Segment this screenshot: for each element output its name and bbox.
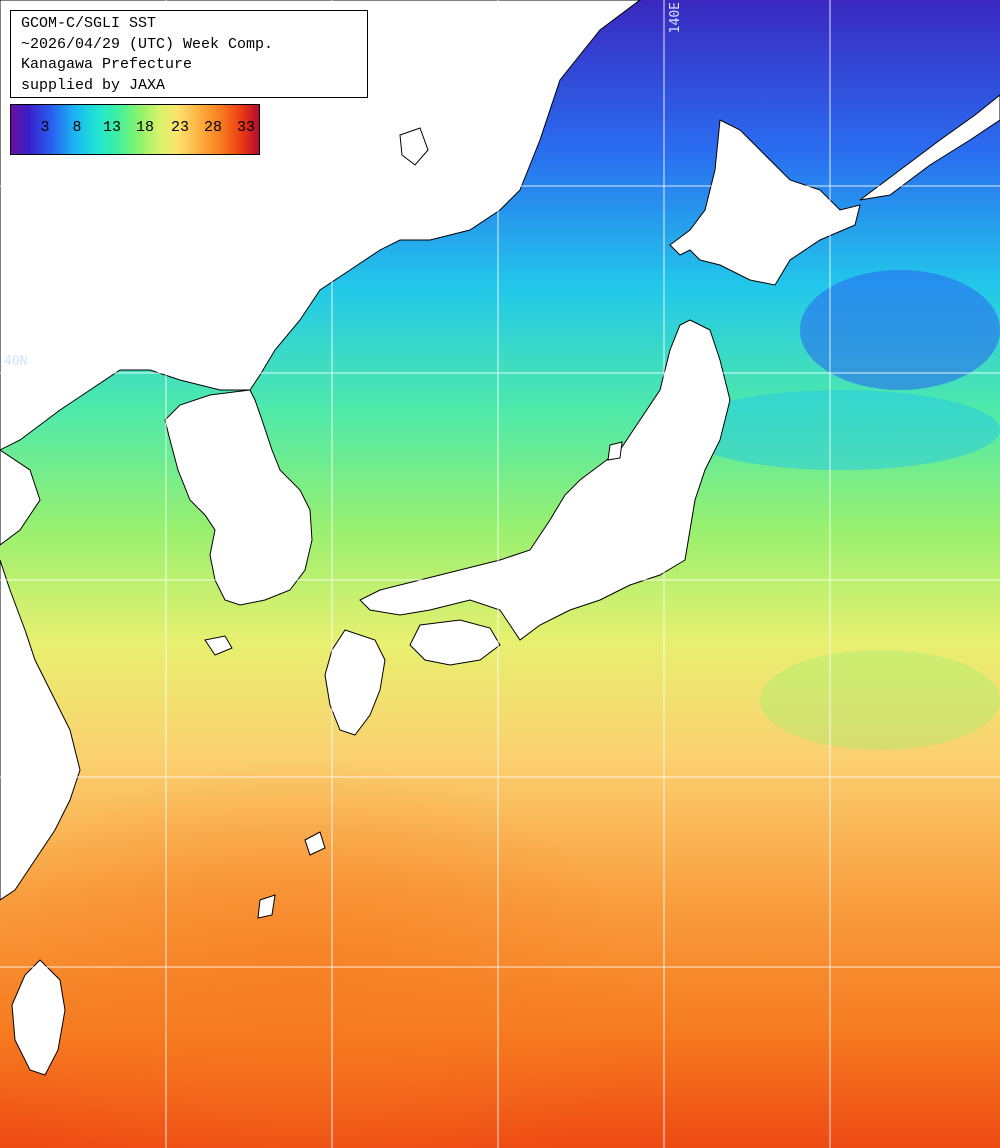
colorbar-tick-3: 3 [40,119,50,136]
title-line-2: ~2026/04/29 (UTC) Week Comp. [21,35,274,53]
colorbar-tick-13: 13 [102,119,122,136]
korean-peninsula [164,389,313,606]
colorbar-tick-18: 18 [135,119,155,136]
latitude-label-40n: 40N [4,354,28,369]
kyushu [324,629,386,736]
colorbar-tick-33: 33 [236,119,256,136]
taiwan [11,959,66,1076]
map-title-box: GCOM-C/SGLI SST ~2026/04/29 (UTC) Week C… [10,10,368,98]
cold-eddy-northeast [800,270,1000,390]
temperature-colorbar: 3 8 13 18 23 28 33 [10,104,260,155]
colorbar-tick-23: 23 [170,119,190,136]
longitude-label-140e: 140E [668,2,683,34]
china-east-coast [0,559,81,901]
sado-island [607,441,623,461]
colorbar-tick-8: 8 [72,119,82,136]
hokkaido [669,119,861,286]
colorbar-tick-28: 28 [203,119,223,136]
tsushima-islands [204,635,233,656]
title-line-3: Kanagawa Prefecture [21,56,193,73]
china-coast [0,449,41,546]
ulleungdo-island [399,127,429,166]
warm-eddy-east [760,650,1000,750]
honshu [359,319,731,641]
title-line-1: GCOM-C/SGLI SST [21,15,157,32]
title-line-4: supplied by JAXA [21,76,166,94]
sakhalin-kuril [859,94,1000,201]
shikoku [409,619,501,666]
cold-eddy-pacific [680,390,1000,470]
okinawa-islands [257,831,326,919]
